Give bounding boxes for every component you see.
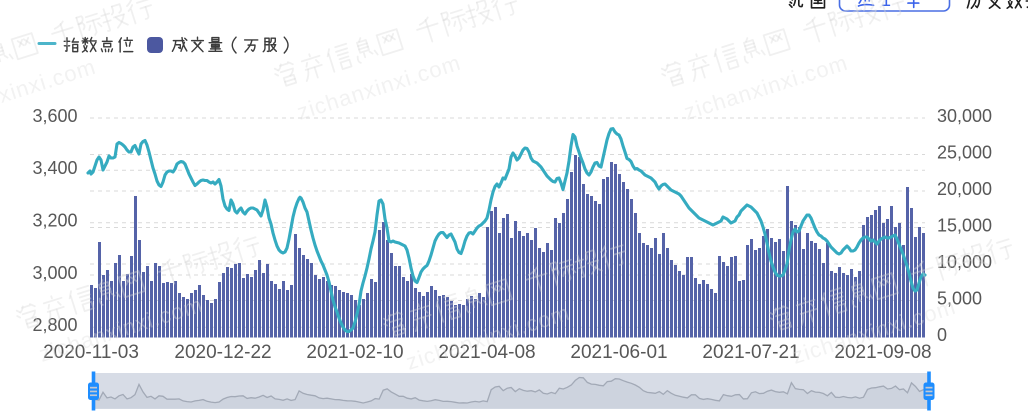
svg-text:2021-07-21: 2021-07-21 [702, 342, 799, 363]
svg-text:3,400: 3,400 [32, 158, 77, 178]
svg-text:zichanxinxi.com: zichanxinxi.com [681, 50, 851, 125]
svg-text:3,200: 3,200 [32, 211, 77, 231]
svg-text:2021-02-10: 2021-02-10 [306, 342, 403, 363]
svg-text:20,000: 20,000 [937, 179, 992, 199]
svg-text:2020-11-03: 2020-11-03 [43, 342, 139, 363]
svg-text:3,600: 3,600 [32, 106, 77, 126]
svg-text:2,800: 2,800 [32, 315, 77, 335]
svg-text:3,000: 3,000 [32, 263, 77, 283]
svg-text:25,000: 25,000 [937, 142, 992, 162]
svg-text:zichanxinxi.com: zichanxinxi.com [294, 50, 464, 125]
svg-text:2021-06-01: 2021-06-01 [570, 342, 667, 363]
svg-text:2021-04-08: 2021-04-08 [438, 342, 535, 363]
svg-text:1: 1 [881, 0, 891, 10]
svg-text:0: 0 [937, 325, 947, 345]
svg-text:2020-12-22: 2020-12-22 [174, 342, 271, 363]
svg-text:15,000: 15,000 [937, 215, 992, 235]
svg-text:30,000: 30,000 [937, 106, 992, 126]
svg-text:2021-09-08: 2021-09-08 [834, 342, 931, 363]
svg-text:5,000: 5,000 [937, 288, 982, 308]
